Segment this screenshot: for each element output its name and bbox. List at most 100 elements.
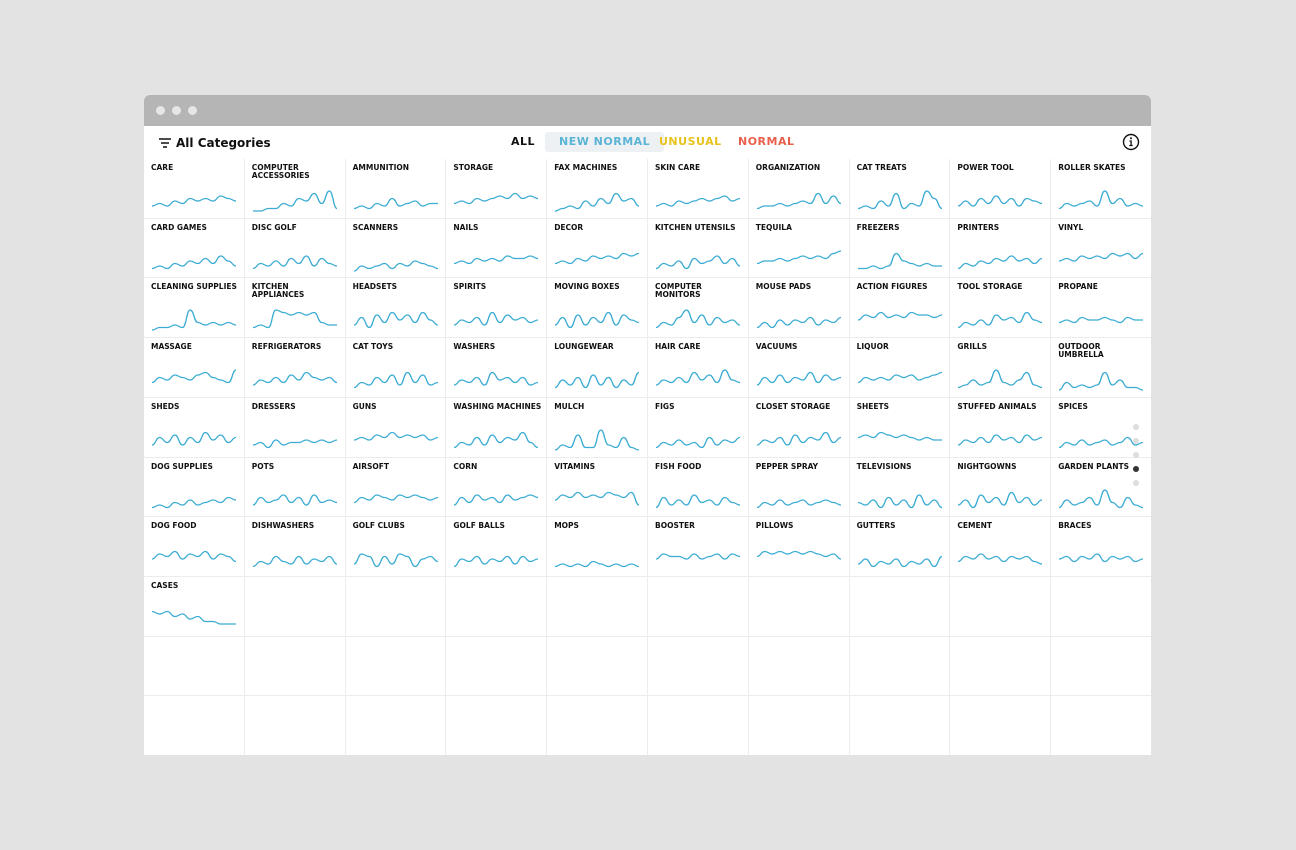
category-cell[interactable]: PROPANE xyxy=(1051,278,1151,338)
category-cell[interactable]: MOVING BOXES xyxy=(547,278,647,338)
info-icon[interactable] xyxy=(1122,133,1140,151)
sparkline xyxy=(454,192,539,205)
page-dot[interactable] xyxy=(1133,452,1139,458)
category-cell xyxy=(1051,696,1151,755)
sparkline xyxy=(958,369,1043,389)
category-cell[interactable]: WASHING MACHINES xyxy=(446,397,547,457)
category-cell xyxy=(244,636,345,696)
category-cell[interactable]: HEADSETS xyxy=(345,278,446,338)
category-cell[interactable]: PRINTERS xyxy=(950,218,1051,278)
category-cell[interactable]: GUTTERS xyxy=(849,517,950,576)
category-cell[interactable]: DISC GOLF xyxy=(244,218,345,278)
sparkline-path xyxy=(252,371,337,386)
category-cell[interactable]: TELEVISIONS xyxy=(849,457,950,517)
category-cell[interactable]: FIGS xyxy=(648,397,748,457)
category-cell[interactable]: HAIR CARE xyxy=(648,338,748,397)
category-cell[interactable]: GUNS xyxy=(345,397,446,457)
tab-unusual[interactable]: UNUSUAL xyxy=(659,135,722,148)
category-cell[interactable]: CEMENT xyxy=(950,517,1051,576)
category-cell[interactable]: POTS xyxy=(244,457,345,517)
category-cell[interactable]: COMPUTER ACCESSORIES xyxy=(244,159,345,218)
category-cell[interactable]: ACTION FIGURES xyxy=(849,278,950,338)
category-cell[interactable]: CASES xyxy=(144,576,244,636)
category-cell[interactable]: GRILLS xyxy=(950,338,1051,397)
category-cell[interactable]: SHEETS xyxy=(849,397,950,457)
category-cell[interactable]: VINYL xyxy=(1051,218,1151,278)
category-cell[interactable]: TOOL STORAGE xyxy=(950,278,1051,338)
category-cell[interactable]: DOG FOOD xyxy=(144,517,244,576)
category-cell[interactable]: REFRIGERATORS xyxy=(244,338,345,397)
category-cell[interactable]: STORAGE xyxy=(446,159,547,218)
sparkline xyxy=(555,491,640,506)
category-cell[interactable]: SKIN CARE xyxy=(648,159,748,218)
category-cell[interactable]: FISH FOOD xyxy=(648,457,748,517)
category-cell[interactable]: DRESSERS xyxy=(244,397,345,457)
sparkline-path xyxy=(252,493,337,506)
category-cell[interactable]: CARD GAMES xyxy=(144,218,244,278)
category-cell[interactable]: KITCHEN APPLIANCES xyxy=(244,278,345,338)
category-cell[interactable]: SHEDS xyxy=(144,397,244,457)
sparkline xyxy=(656,369,740,386)
category-cell[interactable]: OUTDOOR UMBRELLA xyxy=(1051,338,1151,397)
category-cell[interactable]: PEPPER SPRAY xyxy=(748,457,849,517)
page-dot[interactable] xyxy=(1133,480,1139,486)
category-cell[interactable]: DECOR xyxy=(547,218,647,278)
category-cell[interactable]: COMPUTER MONITORS xyxy=(648,278,748,338)
category-label: DOG FOOD xyxy=(151,521,197,531)
category-cell[interactable]: FREEZERS xyxy=(849,218,950,278)
category-label: WASHING MACHINES xyxy=(453,401,542,411)
category-cell[interactable]: LOUNGEWEAR xyxy=(547,338,647,397)
category-cell[interactable]: CARE xyxy=(144,159,244,218)
sparkline-path xyxy=(857,190,942,210)
category-cell[interactable]: AMMUNITION xyxy=(345,159,446,218)
sparkline xyxy=(252,255,337,269)
category-cell[interactable]: TEQUILA xyxy=(748,218,849,278)
category-cell[interactable]: BRACES xyxy=(1051,517,1151,576)
sparkline-path xyxy=(857,371,942,384)
category-cell[interactable]: GOLF CLUBS xyxy=(345,517,446,576)
sparkline xyxy=(857,556,942,568)
category-cell[interactable]: CAT TOYS xyxy=(345,338,446,397)
category-cell[interactable]: CORN xyxy=(446,457,547,517)
sparkline xyxy=(555,561,640,568)
category-cell[interactable]: MOPS xyxy=(547,517,647,576)
category-cell[interactable]: DOG SUPPLIES xyxy=(144,457,244,517)
category-cell[interactable]: FAX MACHINES xyxy=(547,159,647,218)
category-cell[interactable]: BOOSTER xyxy=(648,517,748,576)
category-cell[interactable]: LIQUOR xyxy=(849,338,950,397)
category-cell[interactable]: DISHWASHERS xyxy=(244,517,345,576)
tab-normal[interactable]: NORMAL xyxy=(738,135,795,148)
sparkline-path xyxy=(1059,371,1144,391)
sparkline-path xyxy=(353,260,438,272)
page-dot[interactable] xyxy=(1133,424,1139,430)
category-cell[interactable]: VITAMINS xyxy=(547,457,647,517)
category-cell[interactable]: ORGANIZATION xyxy=(748,159,849,218)
category-cell[interactable]: NIGHTGOWNS xyxy=(950,457,1051,517)
tab-all[interactable]: ALL xyxy=(511,135,536,148)
category-cell[interactable]: PILLOWS xyxy=(748,517,849,576)
sparkline-path xyxy=(152,309,236,332)
category-cell[interactable]: POWER TOOL xyxy=(950,159,1051,218)
category-cell[interactable]: VACUUMS xyxy=(748,338,849,397)
filter-button[interactable]: All Categories xyxy=(158,136,271,150)
sparkline-path xyxy=(656,369,740,386)
category-cell[interactable]: CLOSET STORAGE xyxy=(748,397,849,457)
category-cell[interactable]: KITCHEN UTENSILS xyxy=(648,218,748,278)
category-cell[interactable]: NAILS xyxy=(446,218,547,278)
category-cell[interactable]: ROLLER SKATES xyxy=(1051,159,1151,218)
tab-new-normal[interactable]: NEW NORMAL xyxy=(545,132,665,152)
page-dot[interactable] xyxy=(1133,466,1139,472)
category-cell[interactable]: GOLF BALLS xyxy=(446,517,547,576)
category-cell[interactable]: MOUSE PADS xyxy=(748,278,849,338)
category-cell[interactable]: CLEANING SUPPLIES xyxy=(144,278,244,338)
category-cell[interactable]: MASSAGE xyxy=(144,338,244,397)
sparkline-path xyxy=(152,195,236,207)
category-cell[interactable]: WASHERS xyxy=(446,338,547,397)
category-cell[interactable]: STUFFED ANIMALS xyxy=(950,397,1051,457)
page-dot[interactable] xyxy=(1133,438,1139,444)
category-cell[interactable]: SPIRITS xyxy=(446,278,547,338)
category-cell[interactable]: SCANNERS xyxy=(345,218,446,278)
category-cell[interactable]: AIRSOFT xyxy=(345,457,446,517)
category-cell[interactable]: MULCH xyxy=(547,397,647,457)
category-cell[interactable]: CAT TREATS xyxy=(849,159,950,218)
